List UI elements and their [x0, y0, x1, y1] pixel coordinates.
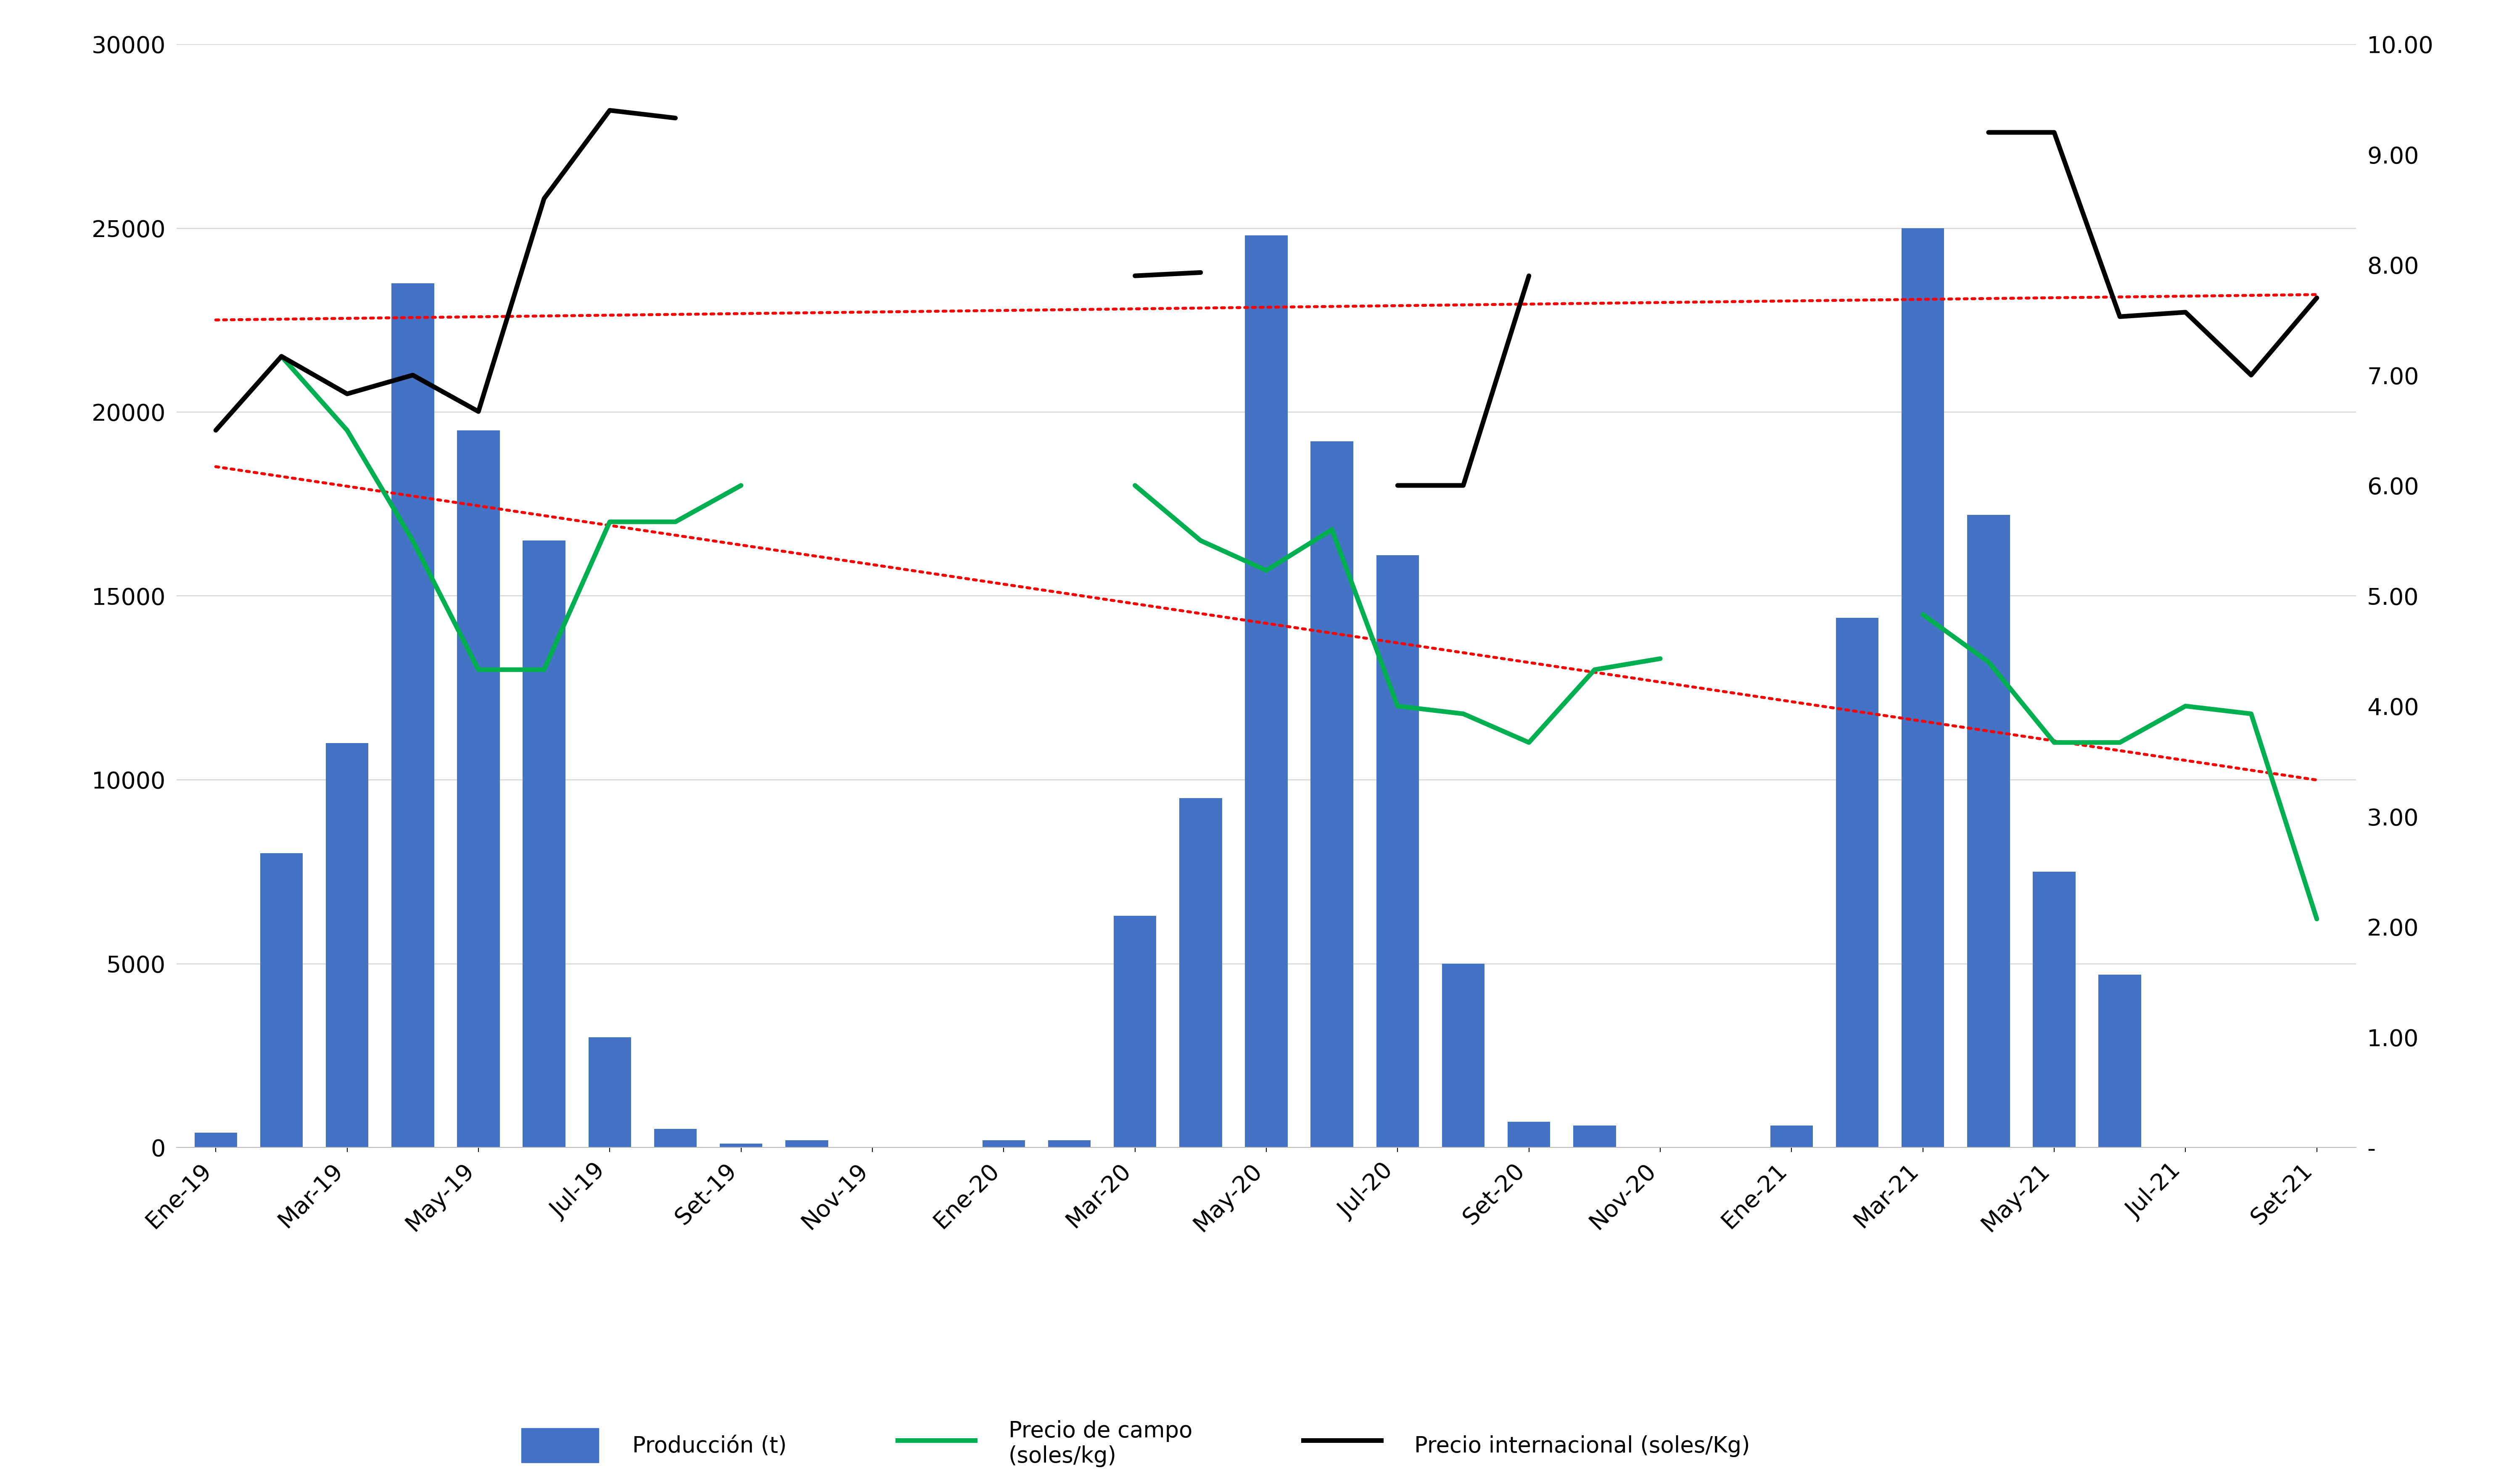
- Bar: [456, 430, 499, 1147]
- Bar: [1310, 441, 1353, 1147]
- Bar: [1507, 1121, 1550, 1147]
- Bar: [2099, 974, 2142, 1147]
- Bar: [786, 1140, 829, 1147]
- Bar: [391, 282, 433, 1147]
- Bar: [1769, 1125, 1812, 1147]
- Bar: [1245, 235, 1288, 1147]
- Bar: [1048, 1140, 1091, 1147]
- Bar: [1903, 228, 1945, 1147]
- Bar: [1114, 915, 1157, 1147]
- Bar: [983, 1140, 1026, 1147]
- Bar: [1968, 515, 2011, 1147]
- Bar: [2034, 871, 2076, 1147]
- Bar: [721, 1144, 764, 1147]
- Bar: [1376, 555, 1419, 1147]
- Bar: [325, 743, 368, 1147]
- Bar: [655, 1130, 696, 1147]
- Bar: [1179, 797, 1222, 1147]
- Bar: [1572, 1125, 1615, 1147]
- Bar: [587, 1037, 630, 1147]
- Bar: [194, 1133, 237, 1147]
- Legend: Producción (t), Precio de campo
(soles/kg), Precio internacional (soles/Kg): Producción (t), Precio de campo (soles/k…: [522, 1420, 1749, 1467]
- Bar: [1441, 964, 1484, 1147]
- Bar: [522, 540, 564, 1147]
- Bar: [260, 853, 302, 1147]
- Bar: [1837, 618, 1877, 1147]
